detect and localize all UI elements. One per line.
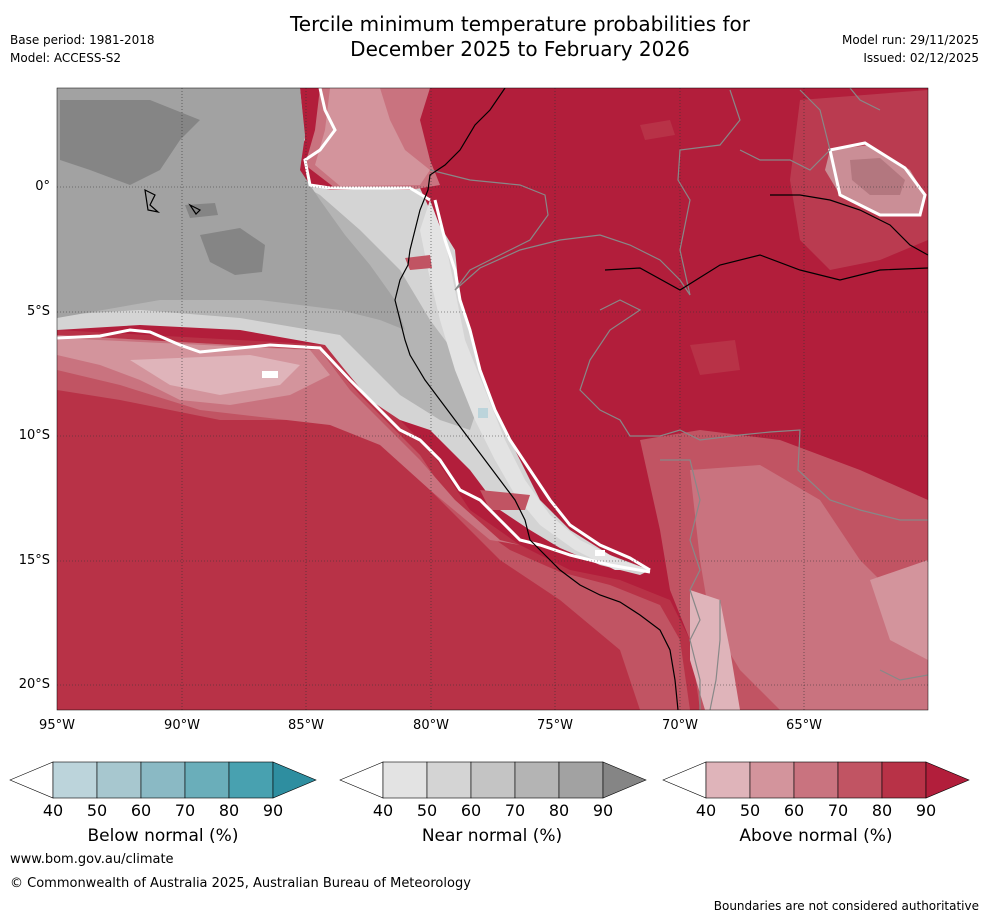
above-normal-south-east-60	[690, 465, 928, 710]
disclaimer: Boundaries are not considered authoritat…	[713, 899, 979, 913]
probability-fields	[57, 88, 928, 710]
above-tick-60: 60	[783, 801, 805, 820]
colorbar-above	[662, 761, 970, 799]
lat-label-10s: 10°S	[18, 428, 50, 443]
near-normal-label: Near normal (%)	[421, 826, 563, 846]
issued-date: Issued: 02/12/2025	[863, 51, 979, 65]
country-boundaries	[429, 88, 928, 710]
lon-label-75w: 75°W	[537, 718, 573, 733]
below-normal-patch	[478, 408, 488, 418]
colorbar-below	[9, 761, 317, 799]
lat-label-5s: 5°S	[26, 304, 50, 319]
contour-line-north	[303, 88, 431, 202]
interior-patch	[690, 340, 740, 375]
graticule	[57, 88, 928, 710]
above-normal-north-east-band	[790, 90, 928, 270]
contour-line-coast	[433, 199, 651, 572]
colorbar-near	[339, 761, 647, 799]
above-tick-40: 40	[695, 801, 717, 820]
lon-label-95w: 95°W	[39, 718, 75, 733]
white-patch-ocean	[262, 371, 278, 378]
above-normal-label: Above normal (%)	[739, 826, 893, 846]
near-normal-dark-patch-2	[200, 228, 265, 275]
base-period: Base period: 1981-2018	[10, 33, 155, 47]
above-normal-80-band	[57, 330, 700, 710]
coastlines	[144, 88, 928, 710]
above-normal-gulf-patch	[405, 255, 432, 270]
above-tick-80: 80	[871, 801, 893, 820]
lon-label-90w: 90°W	[164, 718, 200, 733]
lon-label-70w: 70°W	[662, 718, 698, 733]
map-frame	[56, 87, 929, 711]
below-normal-label: Below normal (%)	[87, 826, 239, 846]
near-tick-70: 70	[504, 801, 526, 820]
title-line-2: December 2025 to February 2026	[350, 37, 690, 61]
above-normal-north-coast-light	[315, 88, 430, 186]
above-tick-70: 70	[827, 801, 849, 820]
model-run: Model run: 29/11/2025	[841, 33, 979, 47]
map-title: Tercile minimum temperature probabilitie…	[0, 12, 988, 62]
contour-line-north-interior	[828, 141, 927, 217]
copyright: © Commonwealth of Australia 2025, Austra…	[10, 876, 471, 891]
near-normal-dark-patch-1	[60, 100, 200, 185]
bom-url: www.bom.gov.au/climate	[10, 852, 174, 867]
lat-label-0: 0°	[35, 179, 50, 194]
white-patch-coast	[595, 550, 605, 556]
below-tick-40: 40	[42, 801, 64, 820]
model-name: Model: ACCESS-S2	[10, 51, 122, 65]
lon-label-85w: 85°W	[288, 718, 324, 733]
interior-patch-north	[640, 120, 675, 140]
below-tick-50: 50	[86, 801, 108, 820]
below-tick-70: 70	[174, 801, 196, 820]
near-tick-40: 40	[372, 801, 394, 820]
near-tick-80: 80	[548, 801, 570, 820]
near-tick-50: 50	[416, 801, 438, 820]
lon-label-80w: 80°W	[413, 718, 449, 733]
above-tick-50: 50	[739, 801, 761, 820]
title-line-1: Tercile minimum temperature probabilitie…	[289, 12, 751, 36]
above-normal-altiplano-40	[690, 590, 740, 710]
above-tick-90: 90	[915, 801, 937, 820]
above-normal-40-band	[130, 355, 300, 395]
lat-label-15s: 15°S	[18, 553, 50, 568]
below-tick-60: 60	[130, 801, 152, 820]
near-tick-90: 90	[592, 801, 614, 820]
below-tick-90: 90	[262, 801, 284, 820]
below-tick-80: 80	[218, 801, 240, 820]
above-normal-south-east-50	[870, 560, 928, 660]
near-tick-60: 60	[460, 801, 482, 820]
lat-label-20s: 20°S	[18, 677, 50, 692]
lon-label-65w: 65°W	[786, 718, 822, 733]
